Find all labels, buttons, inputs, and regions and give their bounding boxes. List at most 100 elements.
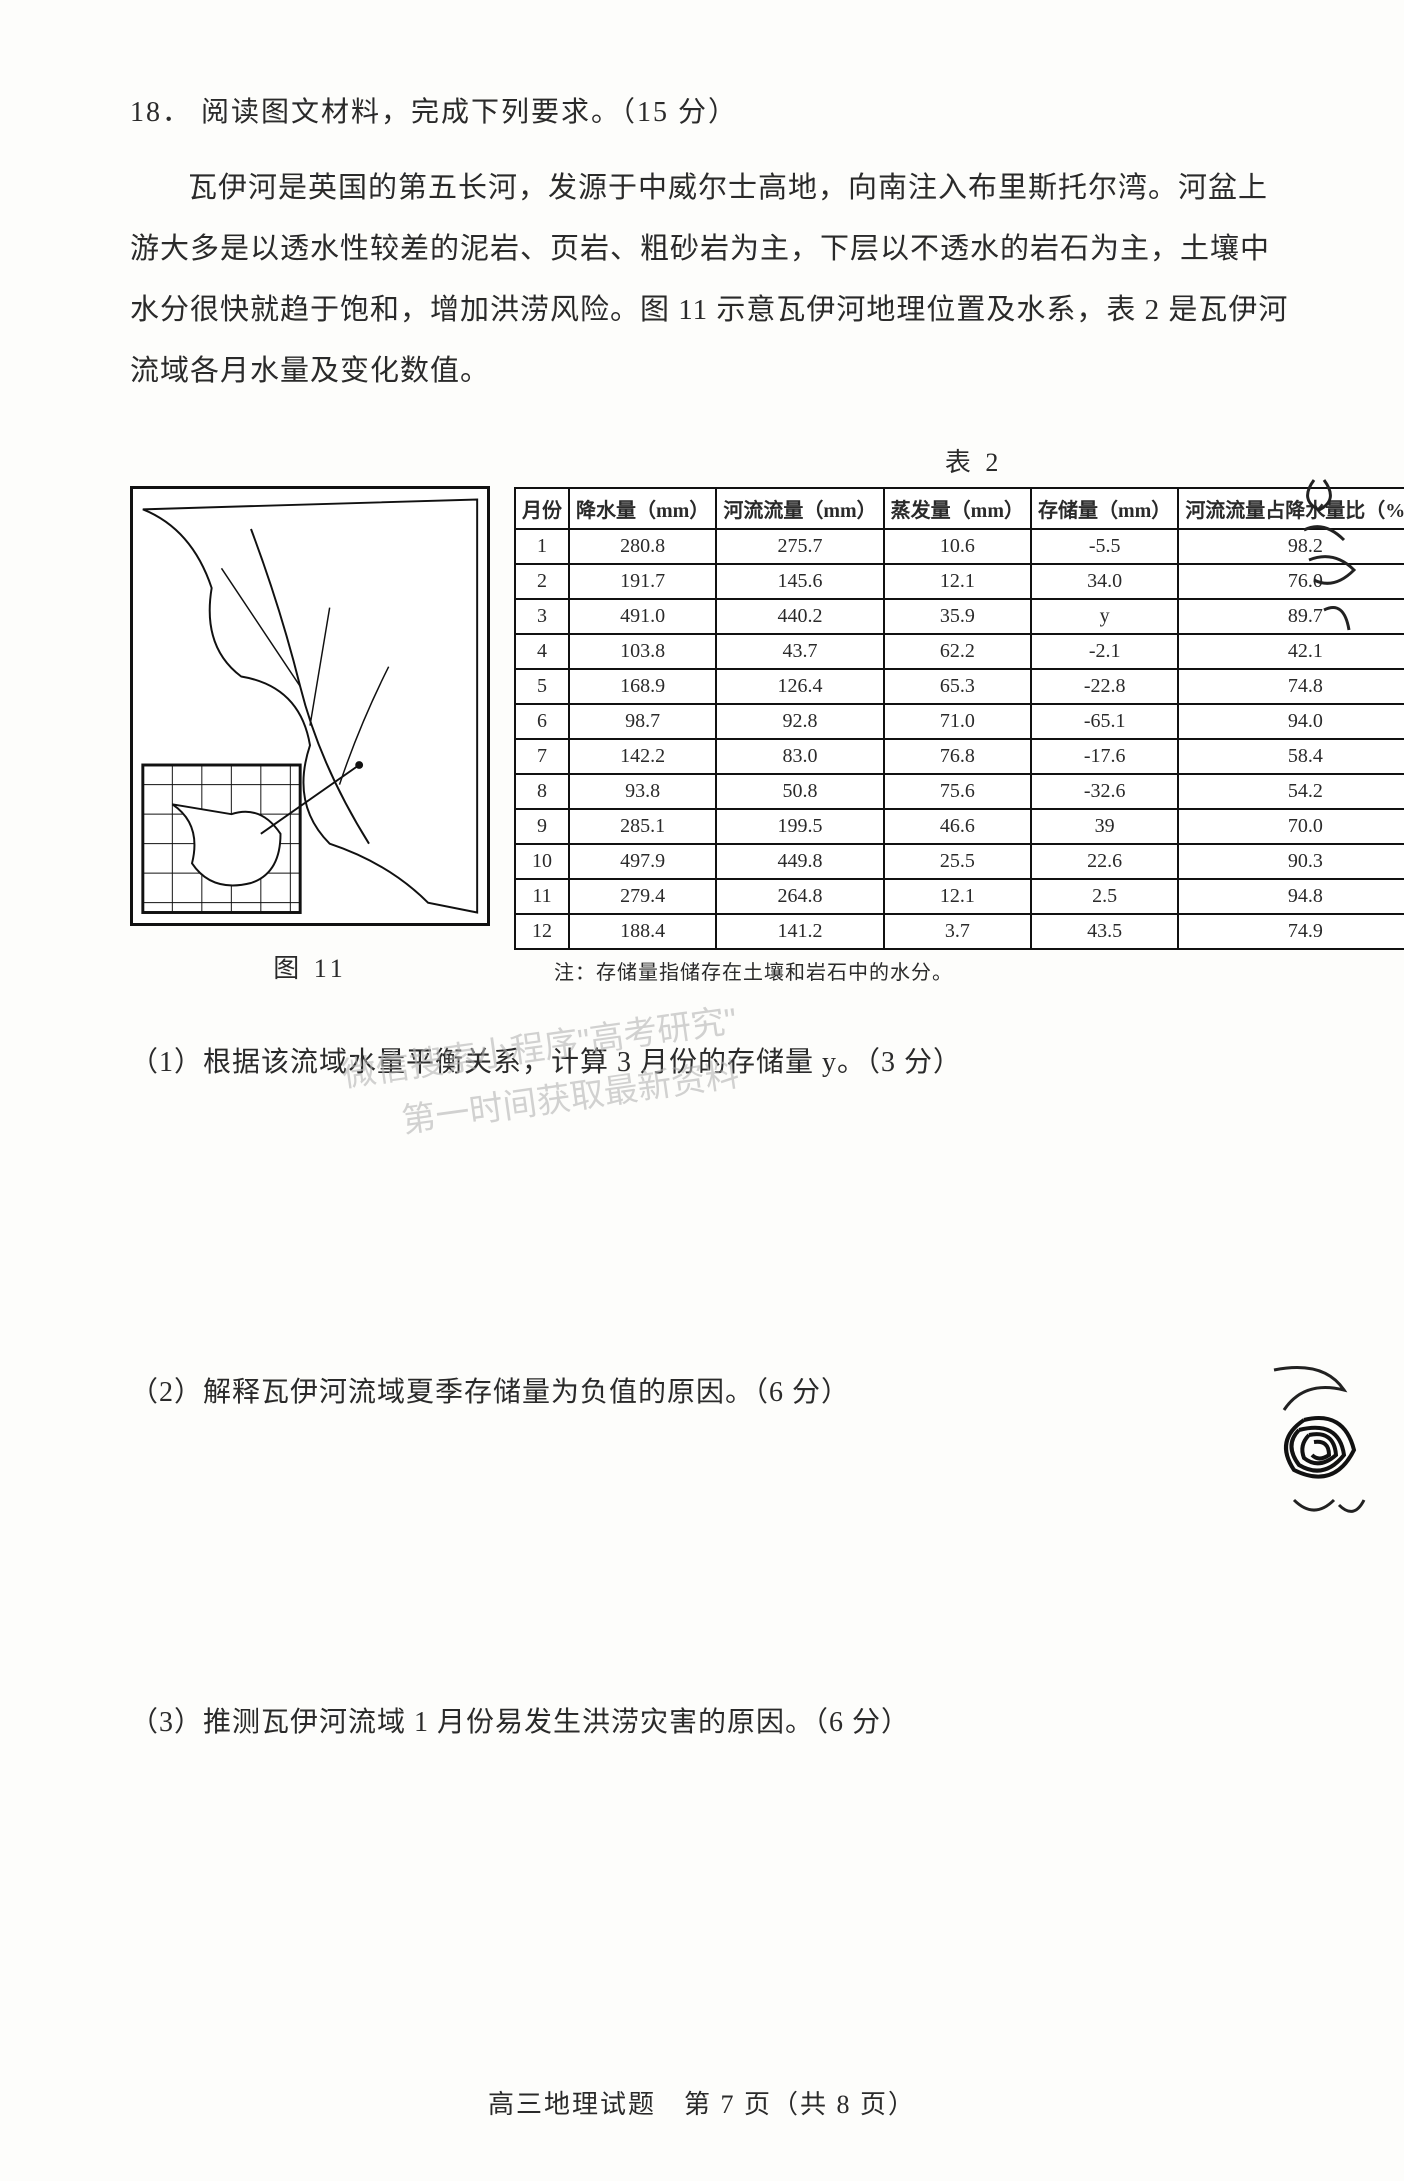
table-cell: 141.2: [716, 914, 883, 949]
table-row: 3491.0440.235.9y89.7: [515, 599, 1404, 634]
table-cell: 11: [515, 879, 569, 914]
table-cell: 5: [515, 669, 569, 704]
table-row: 11279.4264.812.12.594.8: [515, 879, 1404, 914]
table-cell: 70.0: [1178, 809, 1404, 844]
table-cell: 10: [515, 844, 569, 879]
table-cell: 94.8: [1178, 879, 1404, 914]
table-title: 表 2: [514, 442, 1404, 479]
data-table: 月份 降水量（mm） 河流流量（mm） 蒸发量（mm） 存储量（mm） 河流流量…: [514, 487, 1404, 950]
table-cell: 54.2: [1178, 774, 1404, 809]
table-cell: 191.7: [569, 564, 716, 599]
table-cell: -65.1: [1031, 704, 1178, 739]
handwriting-margin-1: [1294, 470, 1384, 650]
table-cell: 3: [515, 599, 569, 634]
table-cell: 4: [515, 634, 569, 669]
table-row: 893.850.875.6-32.654.2: [515, 774, 1404, 809]
table-row: 10497.9449.825.522.690.3: [515, 844, 1404, 879]
table-cell: 74.9: [1178, 914, 1404, 949]
table-cell: 103.8: [569, 634, 716, 669]
table-cell: 22.6: [1031, 844, 1178, 879]
table-cell: 34.0: [1031, 564, 1178, 599]
table-cell: 25.5: [884, 844, 1031, 879]
table-cell: 440.2: [716, 599, 883, 634]
col-storage: 存储量（mm）: [1031, 488, 1178, 529]
table-header-row: 月份 降水量（mm） 河流流量（mm） 蒸发量（mm） 存储量（mm） 河流流量…: [515, 488, 1404, 529]
table-cell: 98.7: [569, 704, 716, 739]
table-cell: 35.9: [884, 599, 1031, 634]
table-note: 注：存储量指储存在土壤和岩石中的水分。: [514, 956, 1404, 985]
table-cell: 2.5: [1031, 879, 1178, 914]
table-cell: 285.1: [569, 809, 716, 844]
table-cell: 188.4: [569, 914, 716, 949]
table-cell: 94.0: [1178, 704, 1404, 739]
table-cell: 449.8: [716, 844, 883, 879]
table-cell: 12.1: [884, 564, 1031, 599]
table-cell: 168.9: [569, 669, 716, 704]
table-cell: 58.4: [1178, 739, 1404, 774]
table-head: 月份 降水量（mm） 河流流量（mm） 蒸发量（mm） 存储量（mm） 河流流量…: [515, 488, 1404, 529]
col-evap: 蒸发量（mm）: [884, 488, 1031, 529]
subquestion-1: （1）根据该流域水量平衡关系，计算 3 月份的存储量 y。（3 分）: [130, 1040, 1294, 1080]
table-cell: 43.7: [716, 634, 883, 669]
map-figure: [130, 486, 490, 926]
table-cell: 275.7: [716, 529, 883, 564]
table-cell: -17.6: [1031, 739, 1178, 774]
table-cell: 3.7: [884, 914, 1031, 949]
page-footer: 高三地理试题 第 7 页（共 8 页）: [0, 2084, 1404, 2121]
table-cell: 10.6: [884, 529, 1031, 564]
table-body: 1280.8275.710.6-5.598.22191.7145.612.134…: [515, 529, 1404, 949]
table-cell: 90.3: [1178, 844, 1404, 879]
table-cell: y: [1031, 599, 1178, 634]
col-precip: 降水量（mm）: [569, 488, 716, 529]
figure-column: 图 11: [130, 442, 490, 985]
map-svg: [133, 489, 487, 923]
figure-table-row: 图 11 表 2 月份 降水量（mm） 河流流量（mm） 蒸发量（mm） 存储量…: [130, 442, 1294, 985]
table-cell: 145.6: [716, 564, 883, 599]
table-cell: 50.8: [716, 774, 883, 809]
question-number: 18．: [130, 97, 192, 128]
table-row: 7142.283.076.8-17.658.4: [515, 739, 1404, 774]
col-month: 月份: [515, 488, 569, 529]
table-row: 1280.8275.710.6-5.598.2: [515, 529, 1404, 564]
table-cell: 62.2: [884, 634, 1031, 669]
handwriting-margin-2: [1244, 1350, 1384, 1530]
table-cell: 65.3: [884, 669, 1031, 704]
table-row: 2191.7145.612.134.076.0: [515, 564, 1404, 599]
table-cell: 1: [515, 529, 569, 564]
col-runoff: 河流流量（mm）: [716, 488, 883, 529]
table-cell: 126.4: [716, 669, 883, 704]
table-cell: 279.4: [569, 879, 716, 914]
table-cell: 6: [515, 704, 569, 739]
table-cell: 264.8: [716, 879, 883, 914]
table-row: 12188.4141.23.743.574.9: [515, 914, 1404, 949]
table-cell: 93.8: [569, 774, 716, 809]
table-cell: 83.0: [716, 739, 883, 774]
figure-caption: 图 11: [130, 948, 490, 985]
subquestion-2: （2）解释瓦伊河流域夏季存储量为负值的原因。（6 分）: [130, 1370, 1294, 1410]
table-cell: 75.6: [884, 774, 1031, 809]
subquestion-3: （3）推测瓦伊河流域 1 月份易发生洪涝灾害的原因。（6 分）: [130, 1700, 1294, 1740]
table-row: 698.792.871.0-65.194.0: [515, 704, 1404, 739]
table-cell: -32.6: [1031, 774, 1178, 809]
table-cell: 280.8: [569, 529, 716, 564]
table-cell: 8: [515, 774, 569, 809]
table-cell: 491.0: [569, 599, 716, 634]
table-cell: 199.5: [716, 809, 883, 844]
question-header: 18． 阅读图文材料，完成下列要求。（15 分）: [130, 90, 1294, 130]
table-cell: -22.8: [1031, 669, 1178, 704]
table-row: 9285.1199.546.63970.0: [515, 809, 1404, 844]
question-stem: 阅读图文材料，完成下列要求。（15 分）: [201, 97, 738, 128]
table-cell: 497.9: [569, 844, 716, 879]
table-row: 4103.843.762.2-2.142.1: [515, 634, 1404, 669]
table-cell: 12: [515, 914, 569, 949]
table-cell: 43.5: [1031, 914, 1178, 949]
table-cell: 142.2: [569, 739, 716, 774]
table-cell: -5.5: [1031, 529, 1178, 564]
exam-page: 18． 阅读图文材料，完成下列要求。（15 分） 瓦伊河是英国的第五长河，发源于…: [0, 0, 1404, 2181]
table-cell: 39: [1031, 809, 1178, 844]
table-cell: -2.1: [1031, 634, 1178, 669]
table-column: 表 2 月份 降水量（mm） 河流流量（mm） 蒸发量（mm） 存储量（mm） …: [514, 442, 1404, 985]
table-cell: 92.8: [716, 704, 883, 739]
table-cell: 2: [515, 564, 569, 599]
question-intro: 瓦伊河是英国的第五长河，发源于中威尔士高地，向南注入布里斯托尔湾。河盆上游大多是…: [130, 158, 1294, 402]
